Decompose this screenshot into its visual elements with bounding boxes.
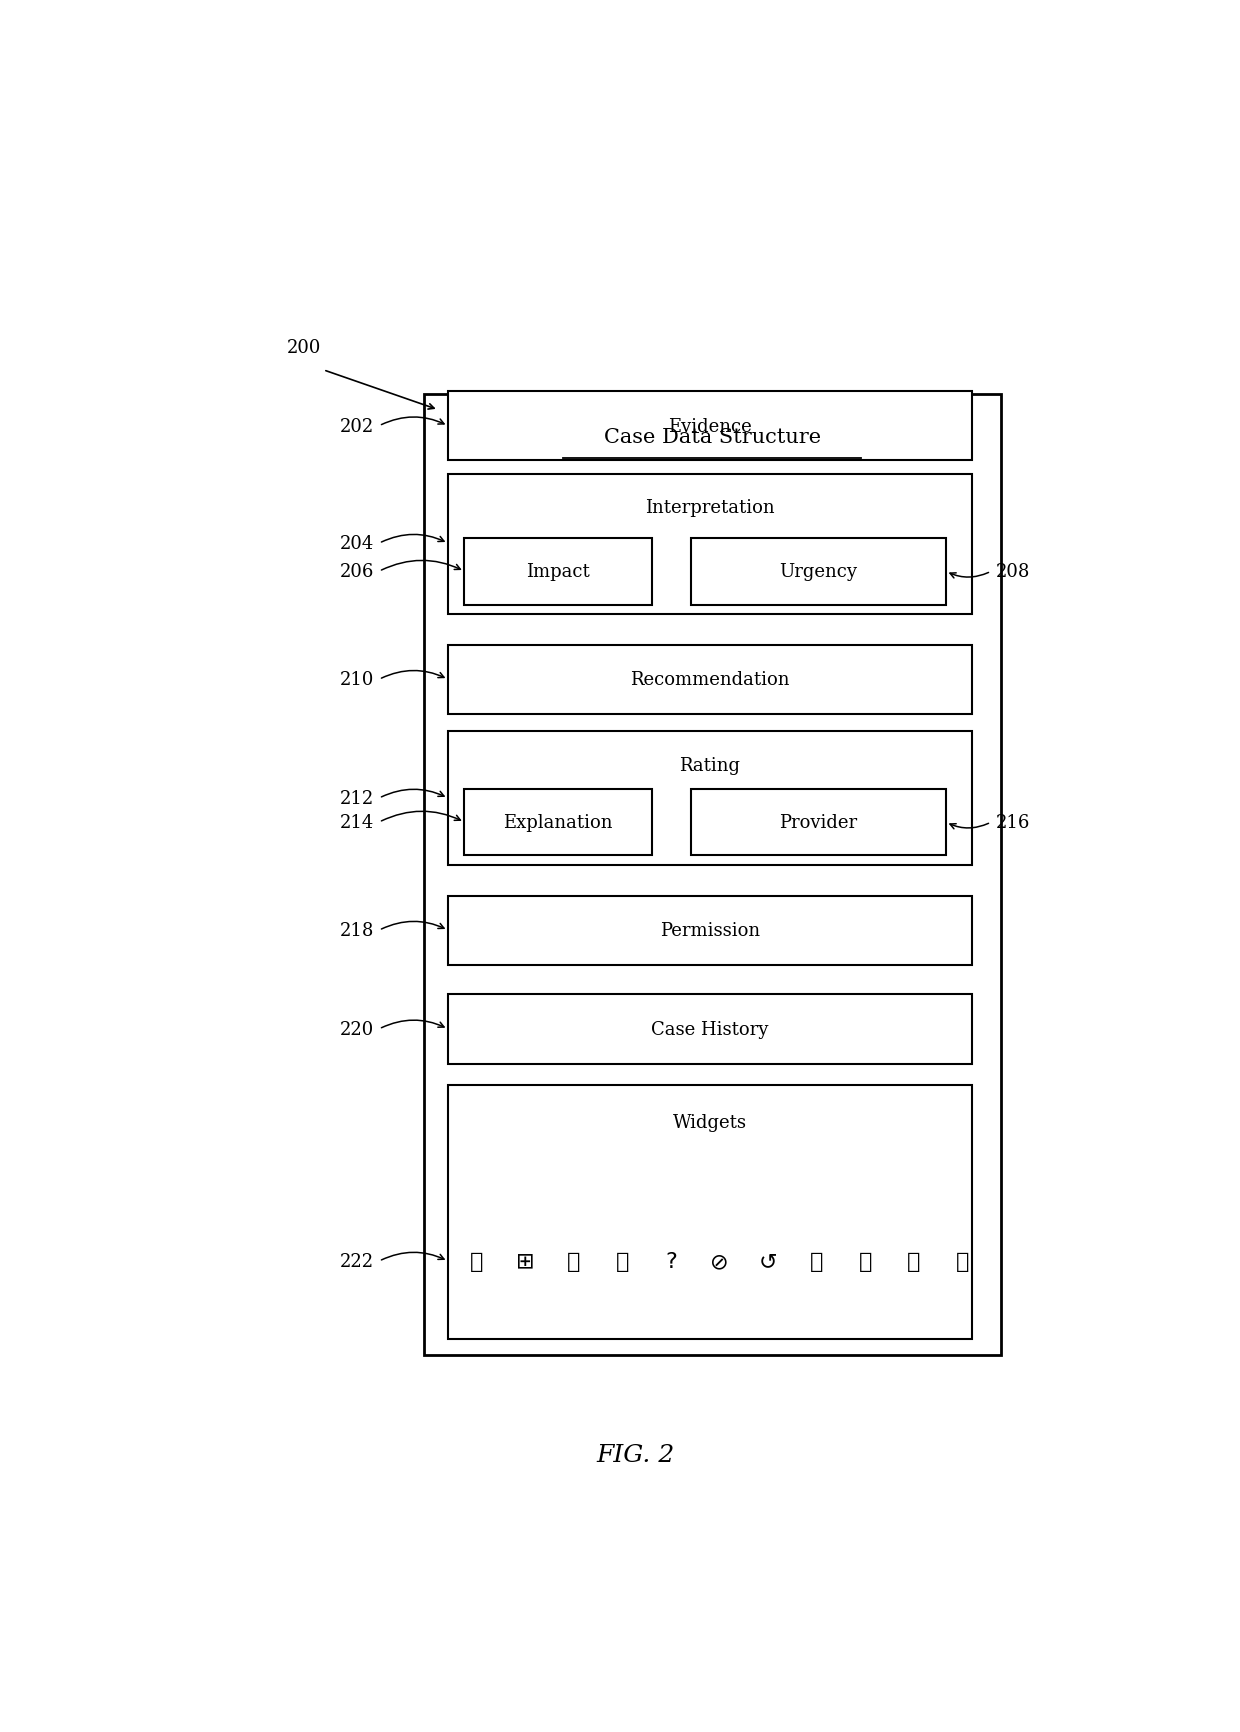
- Text: Interpretation: Interpretation: [645, 499, 775, 516]
- Text: ?: ?: [665, 1252, 677, 1271]
- Bar: [691, 790, 946, 856]
- Text: 🌑: 🌑: [616, 1252, 629, 1271]
- Text: ⊘: ⊘: [711, 1252, 729, 1271]
- Text: 208: 208: [996, 563, 1030, 580]
- Text: ↺: ↺: [759, 1252, 777, 1271]
- Text: 216: 216: [996, 814, 1030, 831]
- Text: Explanation: Explanation: [503, 814, 613, 831]
- Text: FIG. 2: FIG. 2: [596, 1443, 675, 1467]
- Bar: [465, 539, 652, 604]
- Text: Rating: Rating: [680, 757, 740, 774]
- Text: Widgets: Widgets: [673, 1114, 746, 1131]
- Bar: [465, 790, 652, 856]
- Bar: [448, 733, 972, 866]
- Text: 222: 222: [340, 1252, 374, 1270]
- Bar: [691, 539, 946, 604]
- Text: 🔒: 🔒: [810, 1252, 823, 1271]
- Text: 202: 202: [340, 417, 374, 435]
- Bar: [448, 391, 972, 461]
- Text: Evidence: Evidence: [668, 417, 751, 435]
- Text: 👍: 👍: [568, 1252, 580, 1271]
- Text: ⊞: ⊞: [516, 1252, 534, 1271]
- Bar: [448, 475, 972, 615]
- Text: Case Data Structure: Case Data Structure: [604, 428, 821, 447]
- Bar: [448, 994, 972, 1063]
- Text: 218: 218: [340, 921, 374, 940]
- Text: 210: 210: [340, 670, 374, 689]
- Bar: [448, 646, 972, 715]
- Text: Case History: Case History: [651, 1020, 769, 1039]
- Text: 🌡: 🌡: [470, 1252, 484, 1271]
- Text: 👁: 👁: [956, 1252, 968, 1271]
- Text: 204: 204: [340, 535, 374, 553]
- Text: 🔓: 🔓: [858, 1252, 872, 1271]
- Text: 220: 220: [340, 1020, 374, 1039]
- Text: 214: 214: [340, 814, 374, 831]
- Text: Urgency: Urgency: [780, 563, 858, 580]
- Text: ⓘ: ⓘ: [906, 1252, 920, 1271]
- Text: Recommendation: Recommendation: [630, 670, 790, 689]
- Text: Impact: Impact: [526, 563, 590, 580]
- Text: 212: 212: [340, 790, 374, 807]
- Bar: [424, 395, 1001, 1354]
- Text: Permission: Permission: [660, 921, 760, 940]
- Text: Provider: Provider: [780, 814, 858, 831]
- Text: 206: 206: [340, 563, 374, 580]
- Bar: [448, 895, 972, 965]
- Text: 200: 200: [286, 339, 321, 357]
- Bar: [448, 1086, 972, 1339]
